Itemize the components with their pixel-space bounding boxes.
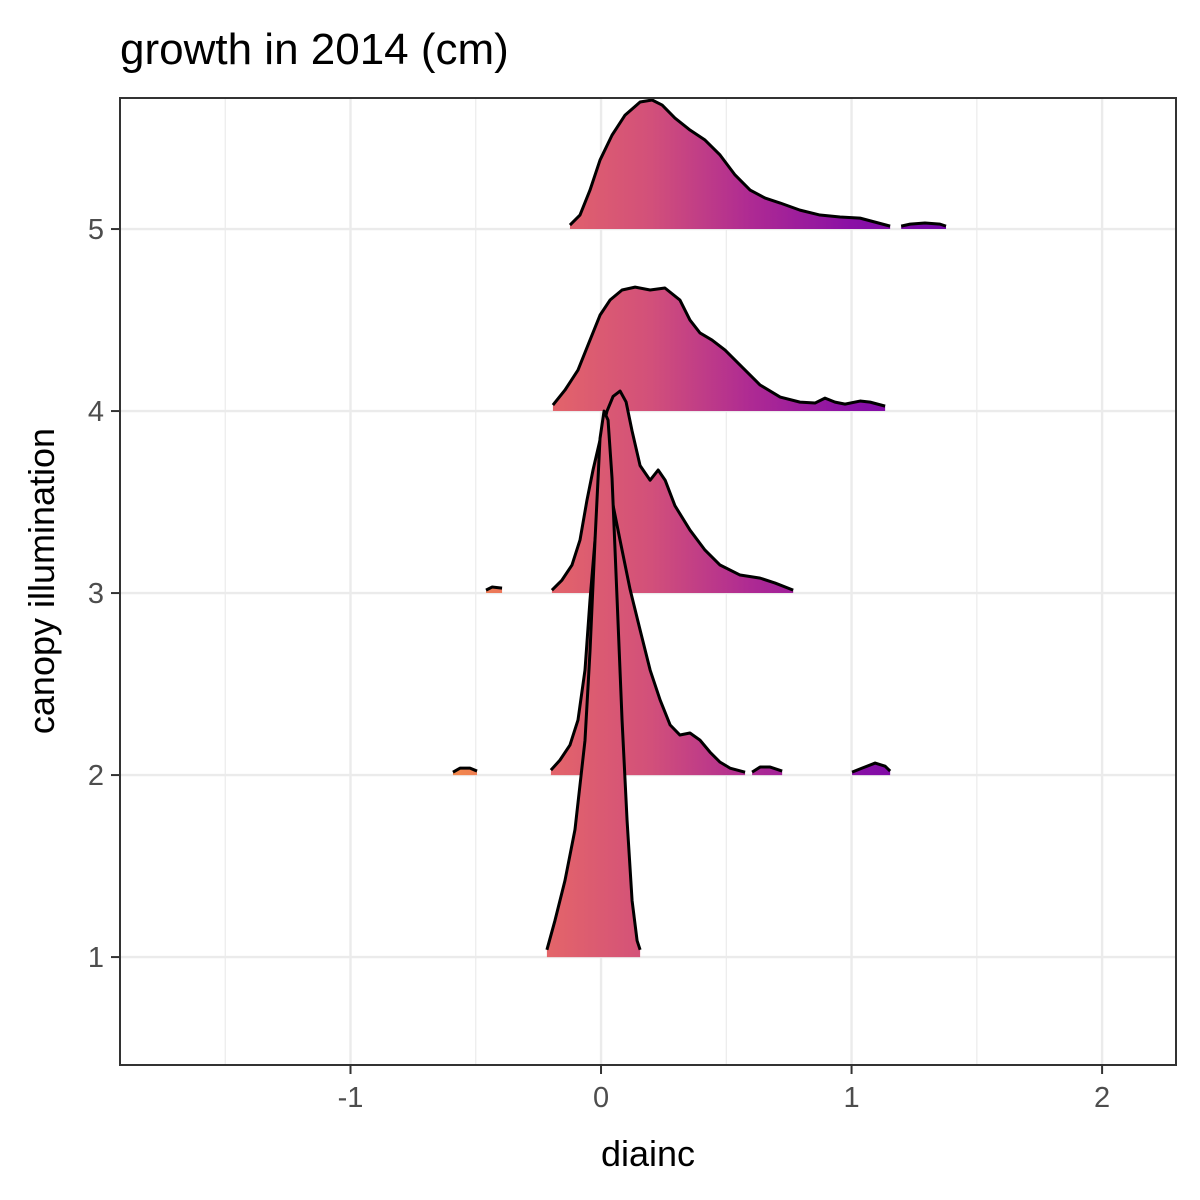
ridge-outline xyxy=(551,285,886,408)
y-tick-label: 5 xyxy=(88,214,104,246)
ridge xyxy=(551,285,886,412)
ridge xyxy=(568,98,947,230)
ridge xyxy=(545,409,642,958)
ridge-outline xyxy=(545,409,642,951)
x-tick-label: 2 xyxy=(1094,1082,1110,1114)
x-tick-label: 1 xyxy=(843,1082,859,1114)
ridges xyxy=(452,98,947,958)
ridge-area xyxy=(546,411,641,958)
ridge-outline xyxy=(568,98,947,228)
ridge-area xyxy=(486,391,794,594)
chart-title: growth in 2014 (cm) xyxy=(120,25,509,74)
y-tick-label: 2 xyxy=(88,760,104,792)
y-tick-label: 3 xyxy=(88,578,104,610)
x-axis-title: diainc xyxy=(601,1133,695,1174)
panel-border xyxy=(119,97,1177,1066)
y-tick-label: 4 xyxy=(88,396,104,428)
ridge-area xyxy=(569,100,947,230)
ridge xyxy=(485,389,794,594)
y-axis-title: canopy illumination xyxy=(21,428,62,734)
x-tick-label: 0 xyxy=(593,1082,609,1114)
ridge-outline xyxy=(452,491,892,774)
ridge-area xyxy=(552,287,886,412)
y-tick-label: 1 xyxy=(88,942,104,974)
ridge-outline xyxy=(485,389,794,592)
ridge xyxy=(452,491,892,776)
axes: -1 0 1 2 1 2 3 4 5 xyxy=(88,214,1110,1114)
x-tick-label: -1 xyxy=(338,1082,364,1114)
